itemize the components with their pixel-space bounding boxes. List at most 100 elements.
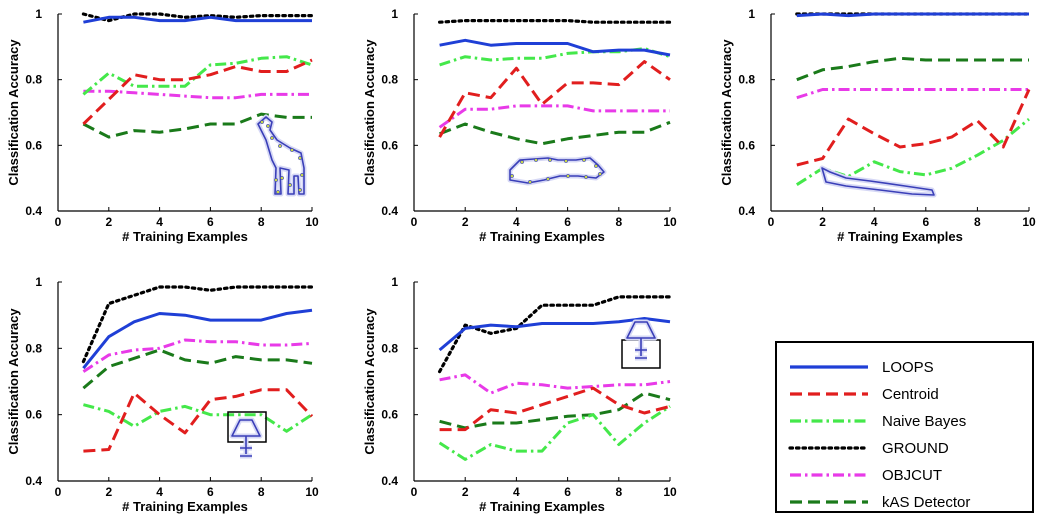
y-tick-label: 0.4 [738, 204, 755, 218]
y-tick-label: 1 [748, 7, 755, 21]
y-axis-label: Classification Accuracy [362, 308, 377, 455]
x-tick-label: 6 [564, 485, 571, 499]
x-tick-label: 2 [462, 215, 469, 229]
legend-item-naive: Naive Bayes [790, 413, 966, 430]
series-line-objcut [83, 89, 312, 100]
chart-panel-4: 0 2 4 6 8 10 0.4 0.6 0.8 1 # Training Examples Clas… [6, 275, 319, 514]
icon-keypoint [266, 124, 270, 128]
icon-keypoint [290, 148, 294, 152]
giraffe-icon [255, 114, 307, 197]
legend-item-ground: GROUND [788, 440, 949, 457]
icon-keypoint [534, 158, 538, 162]
series-line-naive [438, 405, 671, 461]
y-tick-label: 1 [391, 275, 398, 289]
legend-box: LOOPS Centroid Naive Bayes GROUND OBJCUT kAS … [775, 341, 1034, 513]
x-axis-label: # Training Examples [479, 229, 605, 244]
icon-keypoint [300, 173, 304, 177]
y-tick-label: 0.8 [381, 341, 398, 355]
x-axis-label: # Training Examples [122, 499, 248, 514]
series-line-centroid [438, 60, 671, 138]
icon-keypoint [566, 174, 570, 178]
x-tick-label: 0 [411, 485, 418, 499]
y-tick-label: 0.6 [738, 138, 755, 152]
icon-keypoint [278, 144, 282, 148]
y-tick-label: 1 [391, 7, 398, 21]
legend-item-loops: LOOPS [790, 359, 934, 376]
y-axis-label: Classification Accuracy [719, 39, 734, 186]
x-tick-label: 8 [258, 215, 265, 229]
icon-keypoint [270, 136, 274, 140]
chart-panel-5: 0 2 4 6 8 10 0.4 0.6 0.8 1 # Training Examples Clas… [362, 275, 677, 514]
icon-keypoint [288, 183, 292, 187]
series-line-kas [439, 391, 671, 430]
series-line-centroid [439, 386, 671, 432]
lamp-icon [227, 411, 267, 459]
y-tick-label: 0.4 [25, 204, 42, 218]
y-tick-label: 0.6 [381, 408, 398, 422]
icon-keypoint [274, 178, 278, 182]
x-tick-label: 10 [663, 215, 677, 229]
x-tick-label: 2 [105, 485, 112, 499]
x-tick-label: 0 [55, 215, 62, 229]
series-line-objcut [796, 88, 1029, 100]
legend-item-objcut: OBJCUT [790, 467, 942, 484]
icon-keypoint [548, 158, 552, 162]
chart-panel-3: 0 2 4 6 8 10 0.4 0.6 0.8 1 # Training Examples Clas… [719, 7, 1036, 244]
y-tick-label: 0.6 [25, 138, 42, 152]
x-tick-label: 8 [615, 215, 622, 229]
series-line-kas [82, 112, 312, 139]
icon-keypoint [298, 156, 302, 160]
icon-keypoint [584, 175, 588, 179]
series-line-objcut [438, 104, 670, 129]
legend-label: OBJCUT [882, 467, 942, 484]
x-tick-label: 4 [156, 215, 163, 229]
x-tick-label: 6 [564, 215, 571, 229]
x-tick-label: 6 [207, 215, 214, 229]
y-axis-label: Classification Accuracy [362, 39, 377, 186]
x-tick-label: 6 [922, 215, 929, 229]
car-icon [819, 165, 937, 198]
series-line-loops [796, 12, 1029, 18]
series-line-loops [83, 15, 312, 24]
x-tick-label: 10 [1022, 215, 1036, 229]
series-line-centroid [83, 388, 314, 453]
icon-keypoint [528, 180, 532, 184]
lamp-outline [624, 319, 658, 361]
y-tick-label: 0.8 [381, 73, 398, 87]
icon-keypoint [582, 158, 586, 162]
chart-panel-1: 0 2 4 6 8 10 0.4 0.6 0.8 1 # Training Examples Clas… [6, 7, 319, 244]
legend-label: Naive Bayes [882, 413, 966, 430]
series-line-kas [82, 348, 313, 390]
series-line-objcut [82, 338, 313, 373]
series-line-kas [796, 56, 1029, 82]
series-line-ground [438, 19, 672, 24]
x-tick-label: 6 [207, 485, 214, 499]
x-tick-label: 8 [615, 485, 622, 499]
x-tick-label: 4 [156, 485, 163, 499]
y-tick-label: 0.4 [25, 474, 42, 488]
x-tick-label: 4 [513, 215, 520, 229]
icon-keypoint [280, 176, 284, 180]
icon-keypoint [510, 174, 514, 178]
y-tick-label: 0.8 [25, 73, 42, 87]
icon-keypoint [598, 172, 602, 176]
x-axis-label: # Training Examples [837, 229, 963, 244]
series-line-kas [439, 120, 671, 146]
series-line-objcut [439, 373, 671, 395]
x-axis-label: # Training Examples [122, 229, 248, 244]
x-tick-label: 2 [462, 485, 469, 499]
series-line-loops [82, 308, 313, 370]
x-tick-label: 10 [305, 215, 319, 229]
legend-item-centroid: Centroid [790, 386, 939, 403]
icon-keypoint [546, 177, 550, 181]
x-tick-label: 0 [55, 485, 62, 499]
x-tick-label: 8 [974, 215, 981, 229]
icon-keypoint [594, 164, 598, 168]
legend-label: LOOPS [882, 359, 934, 376]
x-tick-label: 2 [105, 215, 112, 229]
icon-keypoint [298, 188, 302, 192]
legend-label: GROUND [882, 440, 949, 457]
x-tick-label: 8 [258, 485, 265, 499]
legend-label: kAS Detector [882, 494, 970, 511]
x-tick-label: 2 [819, 215, 826, 229]
